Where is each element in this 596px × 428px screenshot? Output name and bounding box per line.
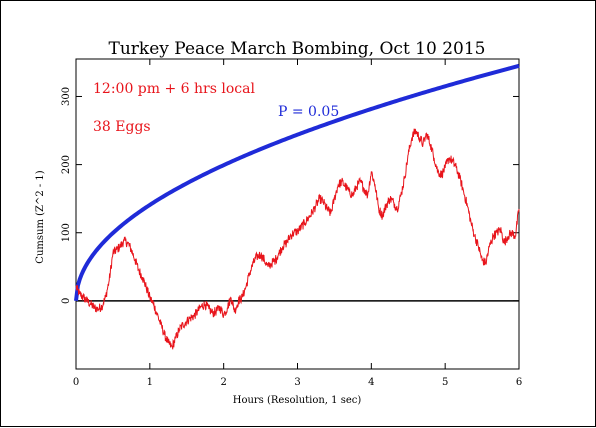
annotation-time: 12:00 pm + 6 hrs local (93, 81, 255, 97)
x-axis: 0 1 2 3 4 5 6 (73, 59, 522, 388)
y-tick-label: 300 (61, 87, 72, 106)
y-tick-label: 100 (61, 223, 72, 242)
x-tick-label: 2 (220, 377, 226, 388)
envelope-line (74, 63, 520, 302)
plot-area (75, 58, 520, 370)
y-axis-label: Cumsum (Z^2 - 1) (35, 170, 46, 263)
cumsum-line (75, 128, 520, 350)
x-tick-label: 0 (73, 377, 79, 388)
annotation-p-value: P = 0.05 (278, 104, 339, 120)
x-tick-label: 5 (442, 377, 448, 388)
annotation-eggs: 38 Eggs (93, 119, 151, 135)
y-tick-label: 0 (61, 298, 72, 304)
x-tick-label: 4 (368, 377, 374, 388)
chart-title: Turkey Peace March Bombing, Oct 10 2015 (109, 39, 486, 59)
y-tick-label: 200 (61, 155, 72, 174)
x-tick-label: 3 (294, 377, 300, 388)
x-tick-label: 6 (516, 377, 522, 388)
x-tick-label: 1 (147, 377, 153, 388)
x-axis-label: Hours (Resolution, 1 sec) (233, 395, 362, 406)
